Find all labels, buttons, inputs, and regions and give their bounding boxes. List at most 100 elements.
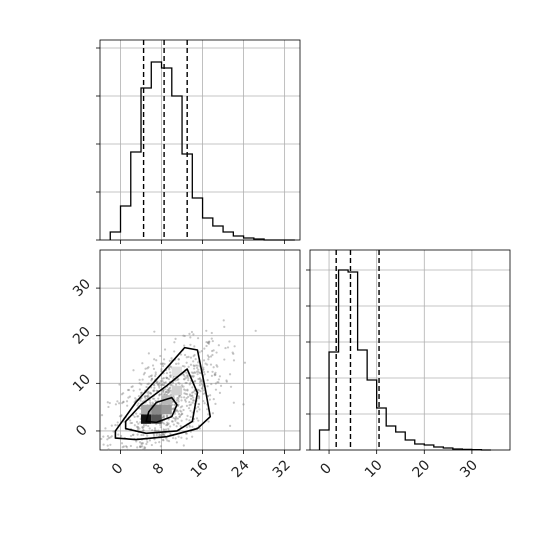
- scatter-point: [139, 445, 142, 448]
- scatter-point: [176, 417, 180, 420]
- scatter-point: [175, 399, 178, 402]
- scatter-point: [197, 403, 201, 406]
- scatter-point: [158, 394, 161, 397]
- scatter-point: [147, 394, 150, 397]
- scatter-point: [162, 414, 165, 417]
- scatter-point: [160, 383, 164, 386]
- scatter-point: [191, 435, 194, 438]
- scatter-point: [183, 365, 186, 368]
- scatter-point: [181, 412, 184, 415]
- scatter-point: [201, 387, 204, 390]
- scatter-point: [174, 437, 177, 440]
- scatter-point: [148, 439, 152, 442]
- scatter-point: [149, 391, 152, 394]
- scatter-point: [183, 378, 186, 381]
- scatter-point: [207, 394, 210, 397]
- scatter-point: [158, 433, 161, 436]
- scatter-xtick-label-2: 16: [188, 457, 212, 481]
- scatter-point: [214, 371, 217, 374]
- contour-middle: [124, 368, 199, 435]
- scatter-point: [197, 388, 200, 392]
- scatter-point: [232, 401, 235, 404]
- scatter-point: [209, 355, 213, 358]
- scatter-point: [200, 380, 204, 383]
- scatter-point: [171, 381, 174, 384]
- scatter-point: [209, 394, 212, 397]
- scatter-frame: [99, 249, 301, 451]
- scatter-point: [131, 385, 134, 388]
- scatter-point: [180, 396, 183, 399]
- scatter-point: [151, 397, 155, 400]
- scatter-point: [147, 424, 150, 428]
- scatter-point: [162, 439, 165, 442]
- scatter-point: [109, 436, 112, 439]
- scatter-point: [143, 447, 146, 450]
- scatter-point: [157, 429, 160, 432]
- scatter-point: [191, 394, 194, 397]
- scatter-point: [161, 362, 164, 366]
- scatter-point: [151, 429, 154, 432]
- scatter-point: [197, 394, 200, 398]
- scatter-point: [164, 381, 167, 384]
- scatter-point: [177, 422, 180, 425]
- scatter-point: [142, 429, 145, 432]
- scatter-point: [130, 385, 133, 389]
- scatter-point: [163, 383, 166, 386]
- scatter-point: [107, 448, 110, 451]
- scatter-point: [232, 359, 236, 362]
- scatter-point: [214, 402, 217, 405]
- scatter-point: [167, 388, 170, 392]
- scatter-point: [165, 437, 168, 440]
- scatter-point: [208, 340, 211, 343]
- scatter-point: [181, 405, 184, 408]
- hist2-xtick-label-1: 10: [362, 457, 386, 481]
- scatter-point: [138, 388, 141, 391]
- scatter-point: [122, 445, 126, 448]
- scatter-point: [182, 388, 186, 391]
- scatter-point: [202, 389, 206, 392]
- scatter-point: [210, 331, 213, 335]
- scatter-point: [153, 358, 156, 361]
- scatter-point: [139, 445, 142, 448]
- scatter-point: [193, 364, 196, 368]
- scatter-point: [176, 421, 179, 424]
- scatter-point: [163, 348, 167, 351]
- scatter-point: [138, 441, 142, 444]
- scatter-point: [160, 370, 163, 373]
- scatter-point: [232, 352, 235, 355]
- scatter-point: [169, 371, 172, 374]
- scatter-point: [193, 367, 196, 370]
- hist2-xtick-label-0: 0: [317, 460, 335, 478]
- scatter-point: [136, 404, 139, 407]
- scatter-point: [172, 376, 175, 380]
- scatter-point: [152, 367, 156, 370]
- scatter-point: [155, 359, 158, 362]
- scatter-point: [169, 375, 172, 379]
- scatter-point: [163, 415, 166, 418]
- scatter-point: [151, 401, 154, 404]
- scatter-point: [153, 330, 156, 333]
- scatter-point: [189, 382, 192, 385]
- scatter-point: [208, 340, 211, 344]
- scatter-point: [217, 378, 220, 381]
- scatter-point: [148, 375, 151, 378]
- scatter-point: [200, 378, 203, 382]
- scatter-point: [127, 388, 131, 392]
- scatter-point: [196, 373, 199, 376]
- scatter-point: [174, 417, 177, 420]
- scatter-point: [191, 391, 194, 394]
- scatter-xtick-label-0: 0: [109, 460, 127, 478]
- scatter-point: [192, 355, 195, 358]
- scatter-point: [177, 381, 180, 384]
- scatter-point: [205, 340, 208, 344]
- scatter-point: [219, 384, 223, 387]
- scatter-point: [218, 391, 222, 394]
- scatter-point: [177, 362, 180, 365]
- scatter-point: [167, 378, 170, 381]
- scatter-point: [166, 391, 170, 395]
- scatter-point: [159, 402, 162, 405]
- density-cell-4: [141, 404, 152, 415]
- scatter-point: [141, 426, 144, 429]
- scatter-point: [136, 428, 139, 431]
- scatter-point: [180, 419, 183, 422]
